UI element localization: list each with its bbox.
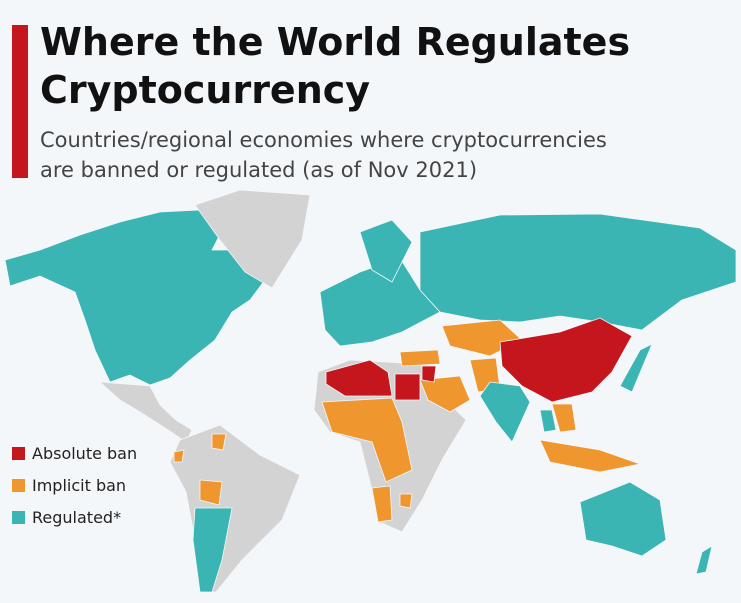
legend-label: Regulated*: [32, 508, 121, 527]
title-line: Cryptocurrency: [40, 68, 370, 112]
region: [619, 343, 653, 393]
world-map: [4, 189, 737, 593]
subtitle-line: Countries/regional economies where crypt…: [40, 128, 607, 152]
region: [579, 481, 667, 557]
title-line: Where the World Regulates: [40, 20, 630, 64]
subtitle-line: are banned or regulated (as of Nov 2021): [40, 158, 477, 182]
region: [399, 493, 413, 509]
region: [371, 485, 393, 523]
region: [194, 189, 311, 289]
legend-swatch: [12, 511, 25, 524]
region: [394, 373, 421, 401]
legend-swatch: [12, 479, 25, 492]
region: [551, 403, 577, 433]
region: [325, 359, 393, 397]
legend-swatch: [12, 447, 25, 460]
region: [419, 213, 737, 331]
region: [169, 424, 301, 593]
accent-bar: [12, 25, 28, 178]
legend-label: Implicit ban: [32, 476, 126, 495]
region: [499, 317, 633, 403]
region: [321, 397, 413, 483]
legend-label: Absolute ban: [32, 444, 137, 463]
region: [98, 381, 193, 443]
region: [695, 545, 713, 575]
region: [419, 375, 471, 413]
region: [399, 349, 441, 367]
region: [479, 381, 531, 443]
legend: Absolute ban Implicit ban Regulated*: [12, 444, 137, 527]
region: [421, 365, 437, 383]
region: [4, 209, 266, 386]
region: [199, 479, 223, 506]
region: [173, 449, 185, 463]
region: [192, 507, 233, 593]
region: [359, 219, 413, 283]
region: [539, 409, 557, 433]
region: [211, 433, 227, 451]
region: [539, 439, 642, 473]
